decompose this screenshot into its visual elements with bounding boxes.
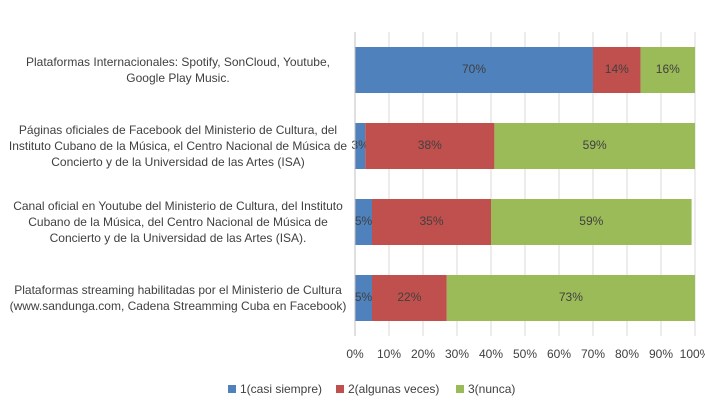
value-label: 5% [355, 214, 373, 228]
category-label: Canal oficial en Youtube del Ministerio … [13, 199, 343, 245]
x-tick-label: 70% [581, 347, 605, 361]
bar-segment [494, 123, 695, 169]
bar-segment [355, 199, 372, 245]
value-label: 3% [351, 138, 369, 152]
legend-label: 2(algunas veces) [348, 382, 439, 396]
x-tick-label: 100% [680, 347, 705, 361]
value-label: 38% [418, 138, 442, 152]
bar-segment [365, 123, 495, 169]
bar-segment [372, 199, 491, 245]
value-label: 16% [656, 62, 680, 76]
value-label: 59% [579, 214, 603, 228]
value-label: 70% [462, 62, 486, 76]
x-tick-label: 90% [649, 347, 673, 361]
value-label: 5% [355, 290, 373, 304]
bar-segment [372, 275, 447, 321]
value-label: 22% [397, 290, 421, 304]
bar-segment [593, 47, 641, 93]
value-label: 73% [559, 290, 583, 304]
x-tick-label: 30% [445, 347, 469, 361]
x-tick-label: 80% [615, 347, 639, 361]
bar-segment [491, 199, 692, 245]
bar-segment [355, 275, 372, 321]
category-label: Plataformas Internacionales: Spotify, So… [26, 55, 330, 85]
value-label: 59% [583, 138, 607, 152]
category-label: Páginas oficiales de Facebook del Minist… [8, 123, 348, 169]
legend-swatch [456, 385, 464, 393]
category-label-text: Páginas oficiales de Facebook del Minist… [8, 123, 348, 169]
category-label-text: Canal oficial en Youtube del Ministerio … [13, 199, 343, 245]
bar-segment [355, 123, 366, 169]
legend-label: 3(nunca) [468, 382, 515, 396]
bar-segment [446, 275, 695, 321]
legend-label: 1(casi siempre) [240, 382, 322, 396]
legend-swatch [336, 385, 344, 393]
legend-swatch [228, 385, 236, 393]
category-label: Plataformas streaming habilitadas por el… [9, 283, 347, 313]
x-tick-label: 0% [346, 347, 364, 361]
category-label-text: Plataformas Internacionales: Spotify, So… [26, 55, 330, 85]
x-tick-label: 60% [547, 347, 571, 361]
bar-segment [640, 47, 695, 93]
x-tick-label: 40% [479, 347, 503, 361]
value-label: 35% [419, 214, 443, 228]
value-label: 14% [605, 62, 629, 76]
x-tick-label: 10% [377, 347, 401, 361]
x-tick-label: 20% [411, 347, 435, 361]
bar-segment [355, 47, 593, 93]
category-label-text: Plataformas streaming habilitadas por el… [9, 283, 347, 313]
x-tick-label: 50% [513, 347, 537, 361]
